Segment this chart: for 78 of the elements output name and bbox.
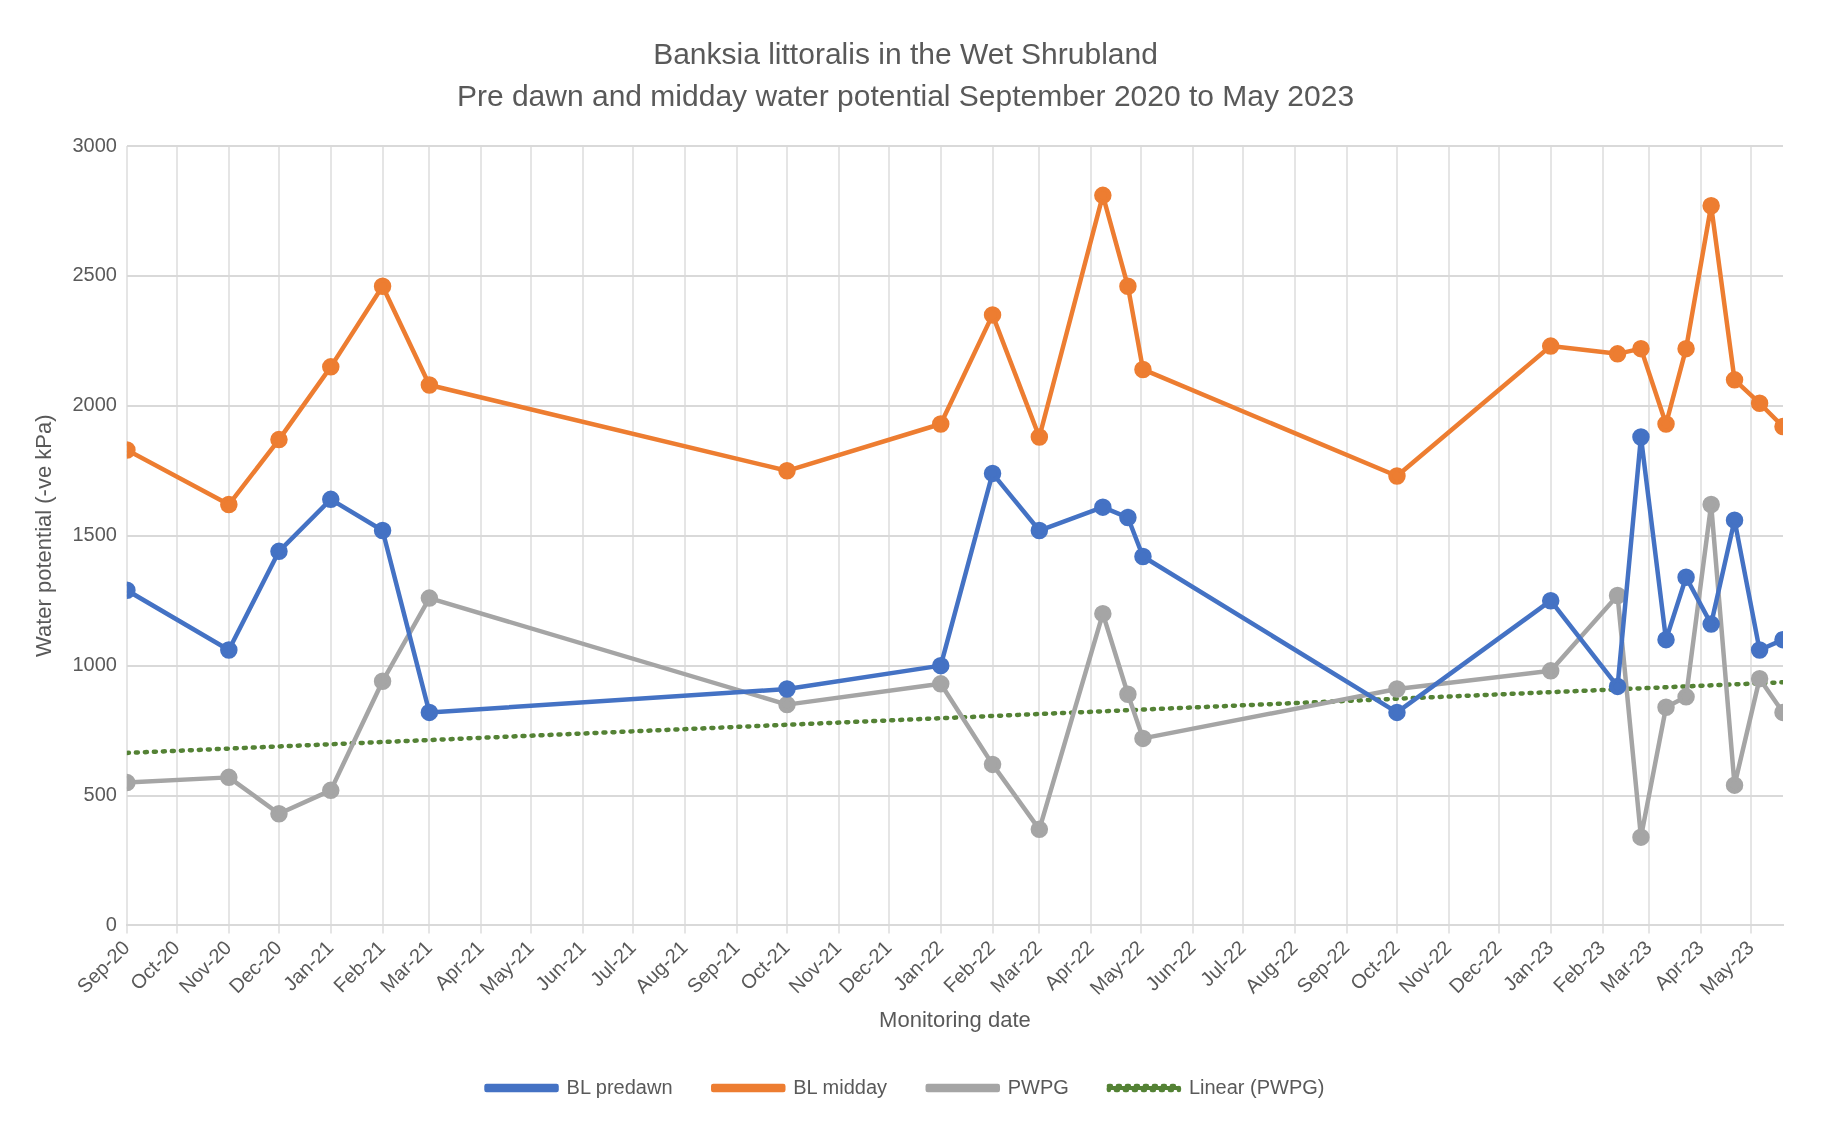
point [1094,498,1112,516]
legend-label: BL midday [793,1075,888,1098]
point [1134,729,1152,748]
point [1541,591,1560,610]
point [1632,339,1650,358]
point [270,805,288,823]
chart-subtitle: Pre dawn and midday water potential September 2020 to May 2023 [456,79,1355,113]
y-tick-label: 2000 [72,393,117,416]
point [1094,604,1112,623]
point [373,521,392,540]
point [1608,677,1627,696]
x-axis-title: Monitoring date [879,1006,1031,1032]
point [1608,586,1627,605]
point [1134,360,1152,379]
legend-label: PWPG [1007,1075,1069,1098]
point [983,464,1002,483]
point [1677,339,1695,358]
point [778,462,796,480]
point [778,695,796,714]
point [1750,394,1769,412]
point [1388,680,1406,698]
point [270,430,288,449]
point [983,306,1002,324]
point [220,768,238,787]
point [1632,428,1650,446]
point [778,680,796,698]
point [1657,698,1675,716]
point [931,656,950,675]
chart-title: Banksia littoralis in the Wet Shrubland [653,37,1158,71]
point [1702,615,1720,633]
point [1030,521,1049,540]
point [1657,415,1675,433]
point [1030,428,1049,446]
point [270,542,288,561]
point [1541,337,1560,355]
point [1750,641,1769,659]
y-tick-label: 1500 [72,523,117,546]
point [931,675,950,693]
point [1094,186,1112,205]
point [420,376,439,394]
y-tick-label: 500 [83,783,117,806]
y-tick-label: 2500 [72,263,117,286]
point [1702,495,1720,514]
point [1725,511,1744,529]
point [983,755,1002,774]
point [220,495,238,514]
point [420,589,439,607]
point [322,490,340,509]
point [1657,630,1675,649]
point [373,672,392,690]
point [220,641,238,659]
y-tick-label: 1000 [72,653,117,676]
point [1388,703,1406,722]
point [1632,828,1650,846]
point [1750,669,1769,688]
point [322,358,340,376]
point [1702,197,1720,215]
y-tick-label: 3000 [72,133,117,156]
point [1677,568,1695,587]
y-axis-title: Water potential (-ve kPa) [31,414,57,657]
point [1608,345,1627,363]
point [1119,277,1137,296]
point [373,277,392,296]
point [1725,776,1744,794]
point [1119,508,1137,527]
point [931,415,950,433]
point [1677,688,1695,706]
point [420,703,439,722]
y-tick-label: 0 [105,912,117,935]
point [1119,685,1137,703]
point [1134,547,1152,566]
point [1725,371,1744,389]
point [322,781,340,800]
point [1541,662,1560,680]
legend-label: BL predawn [566,1075,673,1098]
point [1388,467,1406,485]
legend-label: Linear (PWPG) [1188,1075,1325,1098]
point [1030,820,1049,839]
